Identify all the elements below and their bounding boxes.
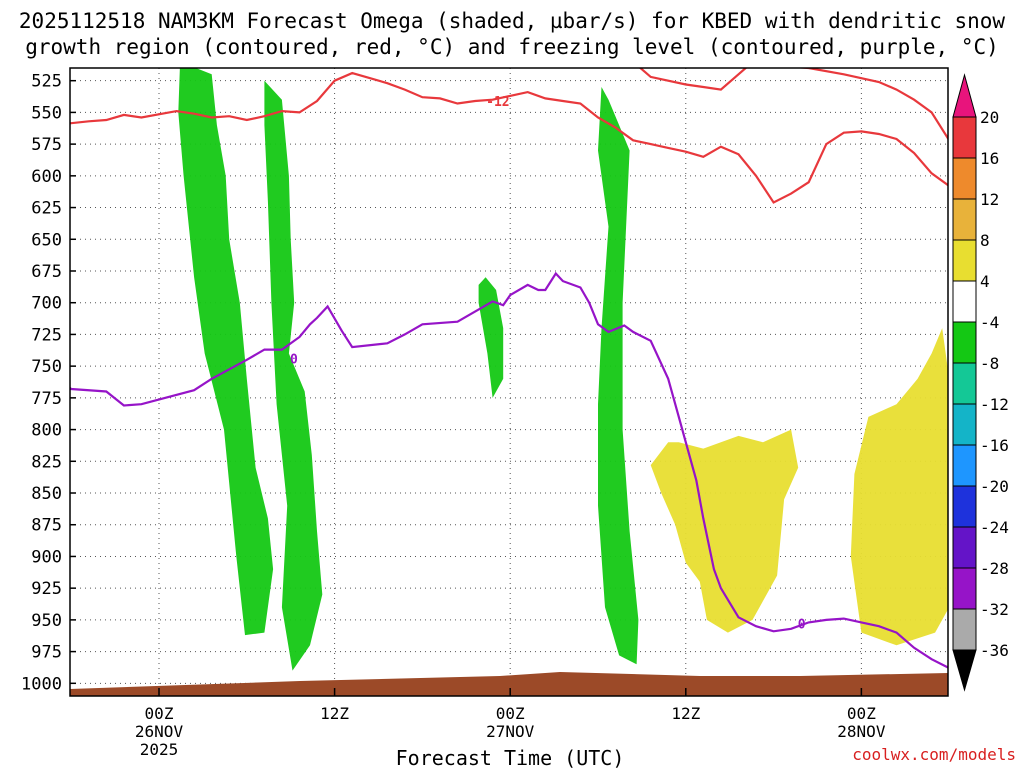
omega-shading <box>178 68 948 671</box>
omega-shaded-region <box>598 87 639 665</box>
y-tick-label: 900 <box>31 547 62 567</box>
x-tick-label: 00Z <box>496 704 525 723</box>
colorbar-segment <box>952 321 977 364</box>
freezing-level-label: 0 <box>798 618 806 633</box>
x-tick-label: 12Z <box>320 704 349 723</box>
colorbar-segment <box>952 567 977 610</box>
colorbar-label: 8 <box>980 231 990 250</box>
colorbar-segment <box>952 403 977 446</box>
x-tick-label: 26NOV <box>135 722 184 741</box>
contour-line <box>70 71 948 204</box>
y-tick-label: 950 <box>31 611 62 631</box>
x-tick-label: 2025 <box>140 740 179 759</box>
contour-lines: 0 0 -12 <box>70 68 948 669</box>
contour-line <box>638 68 748 91</box>
omega-shaded-region <box>478 277 504 398</box>
colorbar-label: -20 <box>980 477 1009 496</box>
y-tick-label: 750 <box>31 357 62 377</box>
omega-shaded-region <box>178 68 274 636</box>
colorbar-label: 16 <box>980 149 999 168</box>
colorbar-segment <box>952 444 977 487</box>
terrain-band <box>70 672 948 696</box>
colorbar-segment <box>952 198 977 241</box>
x-axis-label: Forecast Time (UTC) <box>396 746 625 768</box>
colorbar-segment <box>952 239 977 282</box>
colorbar-segment <box>952 280 977 323</box>
y-tick-label: 850 <box>31 484 62 504</box>
x-tick-label: 00Z <box>847 704 876 723</box>
colorbar-segment <box>952 362 977 405</box>
colorbar-label: -8 <box>980 354 999 373</box>
colorbar: 20 16 12 8 4 -4 -8 -12 -16 -20 -24 -28 -32 -36 <box>952 73 1009 692</box>
y-tick-label: 550 <box>31 103 62 123</box>
contour-line <box>70 271 948 669</box>
colorbar-label: -4 <box>980 313 999 332</box>
colorbar-label: 20 <box>980 108 999 127</box>
y-tick-label: 675 <box>31 262 62 282</box>
chart-title-line1: 2025112518 NAM3KM Forecast Omega (shaded… <box>19 9 1006 33</box>
colorbar-segment <box>952 116 977 159</box>
dgz-label: -12 <box>486 95 509 110</box>
x-tick-label: 27NOV <box>486 722 535 741</box>
axes: 525 550 575 600 625 650 675 700 725 750 775 800 825 8… <box>21 67 949 759</box>
colorbar-label: 12 <box>980 190 999 209</box>
contour-line <box>793 68 948 141</box>
y-tick-label: 925 <box>31 579 62 599</box>
y-tick-label: 625 <box>31 199 62 219</box>
colorbar-label: -36 <box>980 641 1009 660</box>
colorbar-label: -16 <box>980 436 1009 455</box>
credit-text: coolwx.com/models <box>852 745 1016 764</box>
chart-title-line2: growth region (contoured, red, °C) and f… <box>25 35 999 59</box>
colorbar-top-arrow <box>952 73 977 118</box>
x-tick-label: 00Z <box>145 704 174 723</box>
colorbar-label: -32 <box>980 600 1009 619</box>
y-tick-label: 775 <box>31 389 62 409</box>
y-tick-label: 575 <box>31 135 62 155</box>
y-tick-label: 650 <box>31 230 62 250</box>
omega-shaded-region <box>650 429 799 633</box>
y-tick-label: 700 <box>31 294 62 314</box>
terrain-fill <box>70 672 948 696</box>
y-tick-label: 525 <box>31 72 62 92</box>
colorbar-segment <box>952 608 977 651</box>
colorbar-label: -12 <box>980 395 1009 414</box>
y-tick-label: 725 <box>31 325 62 345</box>
colorbar-label: -24 <box>980 518 1009 537</box>
freezing-level-label: 0 <box>290 353 298 368</box>
colorbar-segment <box>952 526 977 569</box>
x-tick-label: 28NOV <box>837 722 886 741</box>
plot-frame <box>69 67 949 697</box>
y-tick-label: 875 <box>31 516 62 536</box>
colorbar-bottom-arrow <box>952 649 977 692</box>
y-tick-label: 600 <box>31 167 62 187</box>
omega-shaded-region <box>850 328 948 646</box>
y-tick-label: 1000 <box>21 674 62 694</box>
y-tick-label: 825 <box>31 452 62 472</box>
y-tick-label: 975 <box>31 643 62 663</box>
colorbar-label: 4 <box>980 272 990 291</box>
x-tick-label: 12Z <box>671 704 700 723</box>
colorbar-label: -28 <box>980 559 1009 578</box>
colorbar-segment <box>952 485 977 528</box>
omega-shaded-region <box>264 80 323 671</box>
y-tick-label: 800 <box>31 421 62 441</box>
colorbar-segment <box>952 157 977 200</box>
